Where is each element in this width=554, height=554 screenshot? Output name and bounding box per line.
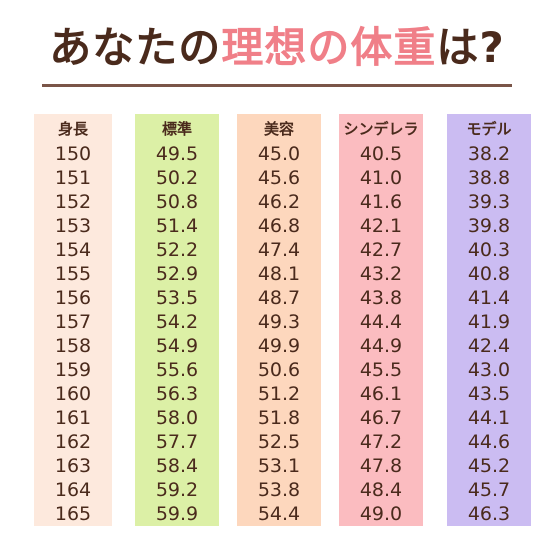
table-cell: 49.3 (257, 311, 301, 333)
table-cell: 46.3 (467, 503, 511, 525)
table-cell: 58.4 (155, 455, 199, 477)
table-cell: 40.3 (467, 239, 511, 261)
table-cell: 159 (54, 359, 92, 381)
table-cell: 46.7 (359, 407, 403, 429)
column-2: 美容 45.0 45.6 46.2 46.8 47.4 48.1 48.7 49.3 49.9 50… (237, 114, 321, 526)
column-header: 身長 (57, 120, 88, 138)
table-cell: 163 (54, 455, 92, 477)
column-header: 標準 (161, 120, 192, 138)
title-underline (42, 84, 512, 87)
column-header: 美容 (263, 120, 294, 138)
table-cell: 41.9 (467, 311, 511, 333)
table-cell: 41.6 (359, 191, 403, 213)
column-header: モデル (466, 120, 512, 138)
table-cell: 165 (54, 503, 92, 525)
column-header: シンデレラ (343, 120, 419, 138)
table-cell: 44.6 (467, 431, 511, 453)
table-cell: 161 (54, 407, 92, 429)
table-cell: 45.0 (257, 143, 301, 165)
table-cell: 160 (54, 383, 92, 405)
table-cell: 48.1 (257, 263, 301, 285)
table-cell: 50.8 (155, 191, 199, 213)
table-cell: 41.0 (359, 167, 403, 189)
table-cell: 39.3 (467, 191, 511, 213)
table-cell: 46.8 (257, 215, 301, 237)
table-cell: 43.5 (467, 383, 511, 405)
table-cell: 45.6 (257, 167, 301, 189)
table-cell: 52.2 (155, 239, 199, 261)
table-cell: 59.9 (155, 503, 199, 525)
column-4: モデル 38.2 38.8 39.3 39.8 40.3 40.8 41.4 41.9 42.4 4… (447, 114, 531, 526)
table-cell: 53.8 (257, 479, 301, 501)
table-cell: 39.8 (467, 215, 511, 237)
table-cell: 51.2 (257, 383, 301, 405)
table-cell: 43.0 (467, 359, 511, 381)
table-cell: 46.2 (257, 191, 301, 213)
table-cell: 50.2 (155, 167, 199, 189)
table-cell: 40.8 (467, 263, 511, 285)
title-suffix: は? (436, 23, 505, 72)
table-cell: 48.7 (257, 287, 301, 309)
table-cell: 53.5 (155, 287, 199, 309)
column-1: 標準 49.5 50.2 50.8 51.4 52.2 52.9 53.5 54.2 54.9 55… (135, 114, 219, 526)
table-cell: 38.8 (467, 167, 511, 189)
table-cell: 51.4 (155, 215, 199, 237)
table-cell: 150 (54, 143, 92, 165)
table-cell: 155 (54, 263, 92, 285)
table-cell: 43.2 (359, 263, 403, 285)
table-cell: 42.4 (467, 335, 511, 357)
table-cell: 162 (54, 431, 92, 453)
table-cell: 54.4 (257, 503, 301, 525)
table-cell: 47.8 (359, 455, 403, 477)
table-cell: 50.6 (257, 359, 301, 381)
table-cell: 57.7 (155, 431, 199, 453)
table-cell: 44.1 (467, 407, 511, 429)
table-cell: 55.6 (155, 359, 199, 381)
table-cell: 49.9 (257, 335, 301, 357)
title-highlight: 理想の体重 (221, 23, 437, 72)
table-cell: 40.5 (359, 143, 403, 165)
table-cell: 51.8 (257, 407, 301, 429)
table-cell: 58.0 (155, 407, 199, 429)
table-cell: 56.3 (155, 383, 199, 405)
table-cell: 45.2 (467, 455, 511, 477)
table-cell: 152 (54, 191, 92, 213)
table-cell: 53.1 (257, 455, 301, 477)
table-cell: 44.9 (359, 335, 403, 357)
table-cell: 45.5 (359, 359, 403, 381)
table-cell: 49.0 (359, 503, 403, 525)
table-cell: 46.1 (359, 383, 403, 405)
table-cell: 52.5 (257, 431, 301, 453)
table-cell: 45.7 (467, 479, 511, 501)
table-cell: 43.8 (359, 287, 403, 309)
table-cell: 47.2 (359, 431, 403, 453)
table-cell: 54.9 (155, 335, 199, 357)
table-cell: 164 (54, 479, 92, 501)
table-cell: 59.2 (155, 479, 199, 501)
table-cell: 42.1 (359, 215, 403, 237)
column-0: 身長 150 151 152 153 154 155 156 157 158 159 160 161 16… (34, 114, 112, 526)
table-cell: 41.4 (467, 287, 511, 309)
table-cell: 54.2 (155, 311, 199, 333)
title-prefix: あなたの (49, 23, 222, 72)
table-cell: 157 (54, 311, 92, 333)
table-cell: 47.4 (257, 239, 301, 261)
table-cell: 52.9 (155, 263, 199, 285)
table-cell: 151 (54, 167, 92, 189)
table-cell: 48.4 (359, 479, 403, 501)
table-cell: 44.4 (359, 311, 403, 333)
table-cell: 38.2 (467, 143, 511, 165)
table-cell: 153 (54, 215, 92, 237)
table-cell: 156 (54, 287, 92, 309)
table-cell: 49.5 (155, 143, 199, 165)
page-title: あなたの理想の体重は? (0, 22, 554, 74)
table-cell: 42.7 (359, 239, 403, 261)
column-3: シンデレラ 40.5 41.0 41.6 42.1 42.7 43.2 43.8 44.4 44.… (339, 114, 423, 526)
table-cell: 154 (54, 239, 92, 261)
table-cell: 158 (54, 335, 92, 357)
